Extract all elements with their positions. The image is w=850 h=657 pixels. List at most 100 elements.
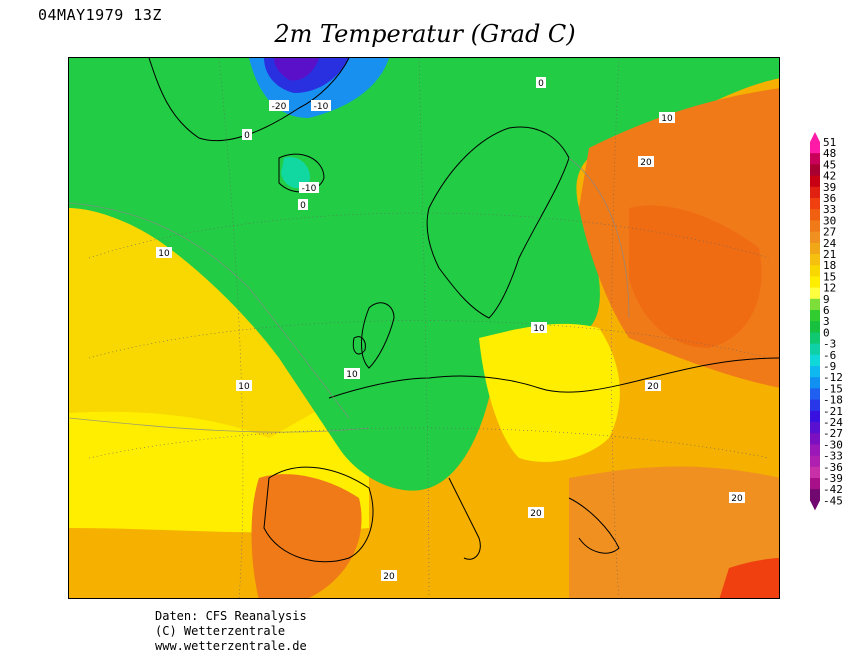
colorbar-swatch [810,399,820,412]
colorbar-tick-label: -15 [823,382,843,395]
colorbar-tick-label: 12 [823,282,836,295]
colorbar-swatch [810,298,820,311]
colorbar-tick-label: 18 [823,259,836,272]
colorbar-swatch [810,455,820,468]
hot-corner [719,558,779,598]
colorbar-swatch [810,321,820,333]
colorbar-swatch [810,254,820,266]
contour-label-0-b: 0 [538,79,544,89]
colorbar-tick-label: 45 [823,158,836,171]
colorbar-swatch [810,444,820,457]
colorbar-swatch [810,433,820,445]
colorbar-swatch [810,198,820,210]
colorbar-tick-label: -27 [823,427,843,440]
colorbar-tick-label: -12 [823,371,843,384]
credits-website[interactable]: www.wetterzentrale.de [155,639,307,653]
datetime-label: 04MAY1979 13Z [38,6,162,24]
contour-label-20-d: 20 [383,572,395,582]
colorbar-tick-label: 51 [823,136,836,149]
continental-coast [328,357,779,399]
contour-label-20-b: 20 [647,382,659,392]
contour-label-20-c: 20 [530,509,542,519]
iberia-coast [263,466,374,563]
colorbar-swatch [810,354,820,367]
contour-label-neg10-iceland: -10 [302,184,317,194]
colorbar-swatch [810,276,820,289]
contour-label-10-b: 10 [238,382,250,392]
colorbar-swatch [810,489,820,501]
colorbar-svg: 51484542393633302724211815129630-3-6-9-1… [810,132,843,511]
contour-label-20-a: 20 [640,158,652,168]
colorbar-arrow-top [810,132,820,142]
ireland-coast [352,336,366,355]
colorbar-tick-label: 21 [823,248,836,261]
colorbar-swatch [810,209,820,221]
credits-source: Daten: CFS Reanalysis [155,609,307,623]
colorbar-swatch [810,332,820,345]
contour-label-10-e: 10 [661,114,673,124]
colorbar-tick-label: -3 [823,338,836,351]
colorbar-tick-label: -33 [823,450,843,463]
chart-title: 2m Temperatur (Grad C) [274,20,576,48]
colorbar-tick-label: 48 [823,147,836,160]
colorbar-swatch [810,410,820,423]
colorbar-swatch [810,343,820,356]
scandinavia-coast [426,126,570,319]
colorbar-swatch [810,388,820,401]
britain-coast [361,302,395,369]
contour-label-0-a: 0 [244,131,250,141]
italy-coast [448,477,481,560]
colorbar-tick-label: 27 [823,226,836,239]
colorbar-tick-label: 42 [823,170,836,183]
colorbar-tick-label: 36 [823,192,836,205]
colorbar-swatches [810,132,820,511]
contour-label-10-c: 10 [346,370,358,380]
contour-label-10-a: 10 [158,249,170,259]
colorbar-tick-label: -39 [823,472,843,485]
colorbar-tick-label: 15 [823,270,836,283]
colorbar-tick-label: -6 [823,349,836,362]
colorbar-swatch [810,366,820,378]
colorbar-tick-label: -45 [823,494,843,507]
colorbar-swatch [810,377,820,389]
colorbar-swatch [810,175,820,188]
credits-copyright: (C) Wetterzentrale [155,624,286,638]
colorbar-swatch [810,164,820,177]
colorbar-swatch [810,231,820,244]
colorbar-tick-label: -21 [823,405,843,418]
colorbar-swatch [810,242,820,255]
temperature-map: -20 -10 -10 0 0 0 10 10 10 10 10 20 20 2… [68,57,780,599]
colorbar-tick-label: 0 [823,326,830,339]
temperature-colorbar: 51 48 45 42 39 36 33 30 27 24 21 18 15 12 9 6 3 0 -3 -6 -9 -1… [808,130,850,534]
colorbar-tick-label: -36 [823,461,843,474]
colorbar-tick-label: 3 [823,315,830,328]
contour-label-neg10: -10 [314,102,329,112]
central-europe-zone [479,323,620,462]
colorbar-swatch [810,142,820,154]
iceland-cold-spot [281,157,310,189]
iceland-coast [278,153,325,193]
contour-label-20-e: 20 [731,494,743,504]
contour-label-10-d: 10 [533,324,545,334]
colorbar-arrow-bottom [810,500,820,511]
colorbar-ticks: 51484542393633302724211815129630-3-6-9-1… [823,136,843,507]
colorbar-tick-label: 39 [823,181,836,194]
credits-block: Daten: CFS Reanalysis (C) Wetterzentrale… [155,609,307,654]
colorbar-swatch [810,466,820,479]
colorbar-tick-label: -30 [823,438,843,451]
map-canvas: -20 -10 -10 0 0 0 10 10 10 10 10 20 20 2… [69,58,779,598]
south-east-warm-zone [569,466,779,598]
colorbar-swatch [810,153,820,165]
russia-hot-core [629,205,762,348]
iberia-warm-zone [251,474,362,598]
contour-labels: -20 -10 -10 0 0 0 10 10 10 10 10 20 20 2… [156,77,745,582]
isotherms [69,157,630,433]
graticule [88,58,770,598]
colorbar-tick-label: 9 [823,293,830,306]
contour-label-neg20: -20 [272,102,287,112]
colorbar-tick-label: -42 [823,483,843,496]
greenland-coldest-zone [274,58,319,81]
colorbar-swatch [810,220,820,233]
colorbar-tick-label: 33 [823,203,836,216]
colorbar-tick-label: -18 [823,394,843,407]
